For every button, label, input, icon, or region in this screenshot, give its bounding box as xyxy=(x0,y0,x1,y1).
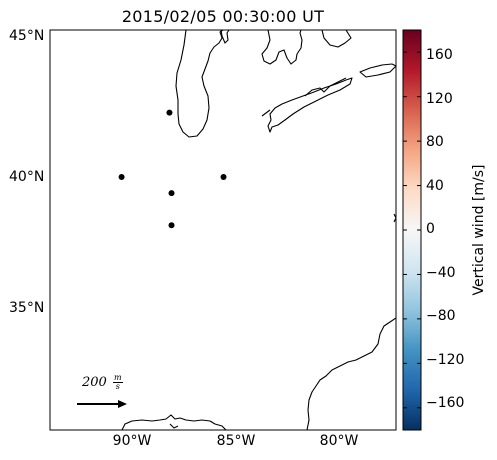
lake-erie-shoreline xyxy=(267,77,353,133)
colorbar-tick-label: 120 xyxy=(426,91,453,107)
colorbar-tick-label: 80 xyxy=(426,134,444,150)
gulf-coastline xyxy=(121,414,227,430)
colorbar-tick-label: −40 xyxy=(426,265,456,281)
green-bay-shoreline xyxy=(220,30,230,44)
map-title: 2015/02/05 00:30:00 UT xyxy=(121,7,325,26)
station-marker xyxy=(118,174,125,180)
atlantic-coastline xyxy=(306,317,396,430)
colorbar-tick-label: 0 xyxy=(426,221,435,237)
coastlines xyxy=(121,30,396,430)
colorbar-tick-label: −80 xyxy=(426,308,456,324)
lake-huron-shoreline xyxy=(261,30,303,65)
outer-banks-detail xyxy=(393,213,396,223)
georgian-bay-shoreline xyxy=(321,30,352,48)
lat-label-45n: 45°N xyxy=(9,28,45,44)
lake-ontario-shoreline xyxy=(359,63,396,78)
map-frame xyxy=(49,29,397,431)
lon-label-85w: 85°W xyxy=(216,433,256,449)
lat-label-40n: 40°N xyxy=(9,169,45,185)
reference-arrow-label: 200 m s xyxy=(82,374,123,391)
colorbar-tick-marks xyxy=(403,51,421,409)
colorbar-tick-label: 160 xyxy=(426,47,453,63)
ontario-shore-detail xyxy=(261,77,347,117)
colorbar-tick-label: 40 xyxy=(426,178,444,194)
lake-michigan-shoreline xyxy=(175,30,224,138)
lat-label-35n: 35°N xyxy=(9,300,45,316)
colorbar-tick-label: −120 xyxy=(426,352,465,368)
reference-arrow-unit-numerator: m xyxy=(112,373,123,383)
lon-label-90w: 90°W xyxy=(112,433,152,449)
station-markers xyxy=(118,109,227,229)
station-marker xyxy=(220,174,227,180)
colorbar xyxy=(402,29,422,431)
colorbar-tick-label: −160 xyxy=(426,395,465,411)
reference-arrow xyxy=(77,400,127,408)
colorbar-axis-label: Vertical wind [m/s] xyxy=(471,164,487,296)
station-marker xyxy=(168,190,175,197)
lon-label-80w: 80°W xyxy=(319,433,359,449)
reference-arrow-value: 200 xyxy=(82,375,107,390)
map-panel xyxy=(49,29,397,431)
mobile-bay-detail xyxy=(169,423,179,429)
station-marker xyxy=(168,222,175,229)
reference-arrow-head xyxy=(118,400,127,408)
reference-arrow-unit-denominator: s xyxy=(115,382,120,391)
station-marker xyxy=(166,109,173,116)
